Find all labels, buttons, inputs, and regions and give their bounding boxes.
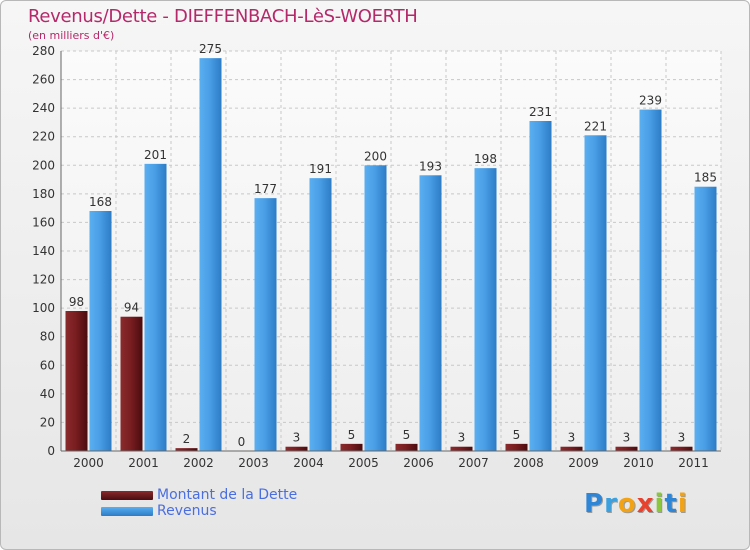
bar-revenus [639,109,662,452]
bar-revenus [694,186,717,451]
legend-label-debt: Montant de la Dette [157,487,298,503]
x-tick-label: 2001 [128,456,159,470]
x-tick-label: 2005 [348,456,379,470]
y-tick-label: 180 [32,187,55,201]
x-tick-label: 2004 [293,456,324,470]
bar-revenus-label: 185 [694,171,717,185]
y-tick-label: 260 [32,73,55,87]
bar-revenus [364,165,387,452]
y-tick-label: 140 [32,244,55,258]
x-tick-label: 2009 [568,456,599,470]
bar-debt-label: 5 [513,428,521,442]
bar-debt [615,446,638,451]
bar-debt [395,443,418,451]
bar-revenus [474,168,497,451]
bar-debt [340,443,363,451]
bar-debt-label: 0 [238,435,246,449]
x-tick-label: 2006 [403,456,434,470]
proxiti-logo: Proxiti [584,489,688,519]
bar-revenus-label: 231 [529,105,552,119]
logo-letter: P [584,489,605,519]
bar-revenus-label: 191 [309,162,332,176]
x-tick-label: 2011 [678,456,709,470]
bar-revenus-label: 193 [419,159,442,173]
legend-label-revenus: Revenus [157,503,217,519]
bar-revenus [309,178,332,451]
x-tick-label: 2010 [623,456,654,470]
bar-debt [560,446,583,451]
chart-title: Revenus/Dette - DIEFFENBACH-LèS-WOERTH [28,6,418,27]
bar-debt-label: 3 [623,431,631,445]
bar-revenus-label: 239 [639,94,662,108]
bar-debt [65,311,88,451]
bar-debt-label: 5 [348,428,356,442]
bar-revenus-label: 198 [474,152,497,166]
bar-debt [120,316,143,451]
x-tick-label: 2000 [73,456,104,470]
y-tick-label: 240 [32,101,55,115]
bar-revenus-label: 177 [254,182,277,196]
y-tick-label: 20 [40,415,55,429]
chart-subtitle: (en milliers d'€) [28,29,115,42]
bar-revenus [529,121,552,451]
bar-revenus [144,163,167,451]
x-tick-label: 2007 [458,456,489,470]
bar-revenus [199,58,222,452]
bar-debt-label: 5 [403,428,411,442]
legend-swatch-revenus [101,506,153,516]
bar-debt [175,448,198,451]
bar-revenus-label: 275 [199,42,222,56]
legend-item-debt: Montant de la Dette [101,487,297,503]
bar-revenus-label: 221 [584,119,607,133]
bar-revenus [89,211,112,451]
logo-letter: x [636,489,655,519]
data-labels: 98 168 94 201 2 275 0 177 3 191 5 200 5 193 3 198 5 231 3 2… [69,42,717,449]
y-tick-label: 60 [40,358,55,372]
bar-revenus-label: 201 [144,148,167,162]
logo-letter: r [604,489,618,519]
legend-item-revenus: Revenus [101,503,297,519]
y-tick-label: 40 [40,387,55,401]
bar-debt-label: 3 [678,431,686,445]
bar-debt-label: 3 [568,431,576,445]
y-tick-label: 280 [32,44,55,58]
bar-debt [505,443,528,451]
bar-debt-label: 94 [124,301,139,315]
bar-revenus-label: 168 [89,195,112,209]
logo-letter: i [677,489,688,519]
legend: Montant de la Dette Revenus [101,487,297,519]
x-tick-label: 2008 [513,456,544,470]
logo-letter: o [617,489,637,519]
y-tick-label: 160 [32,215,55,229]
logo-letter: t [664,489,678,519]
y-tick-label: 100 [32,301,55,315]
y-tick-label: 0 [47,444,55,458]
y-tick-label: 120 [32,273,55,287]
bar-revenus [419,175,442,452]
bar-debt-label: 3 [458,431,466,445]
logo-letter: i [654,489,665,519]
bars [65,58,717,452]
x-axis: 2000 2001 2002 2003 2004 2005 2006 2007 2008 2009… [73,456,709,470]
y-tick-label: 80 [40,330,55,344]
bar-revenus [584,135,607,452]
x-tick-label: 2002 [183,456,214,470]
bar-debt-label: 3 [293,431,301,445]
legend-swatch-debt [101,490,153,500]
bar-debt-label: 2 [183,432,191,446]
bar-revenus-label: 200 [364,149,387,163]
y-tick-label: 200 [32,158,55,172]
bar-debt-label: 98 [69,295,84,309]
y-tick-label: 220 [32,130,55,144]
grid-lines [60,50,722,452]
bar-debt [670,446,693,451]
x-tick-label: 2003 [238,456,269,470]
bar-debt [285,446,308,451]
bar-debt [450,446,473,451]
bar-revenus [254,198,277,451]
